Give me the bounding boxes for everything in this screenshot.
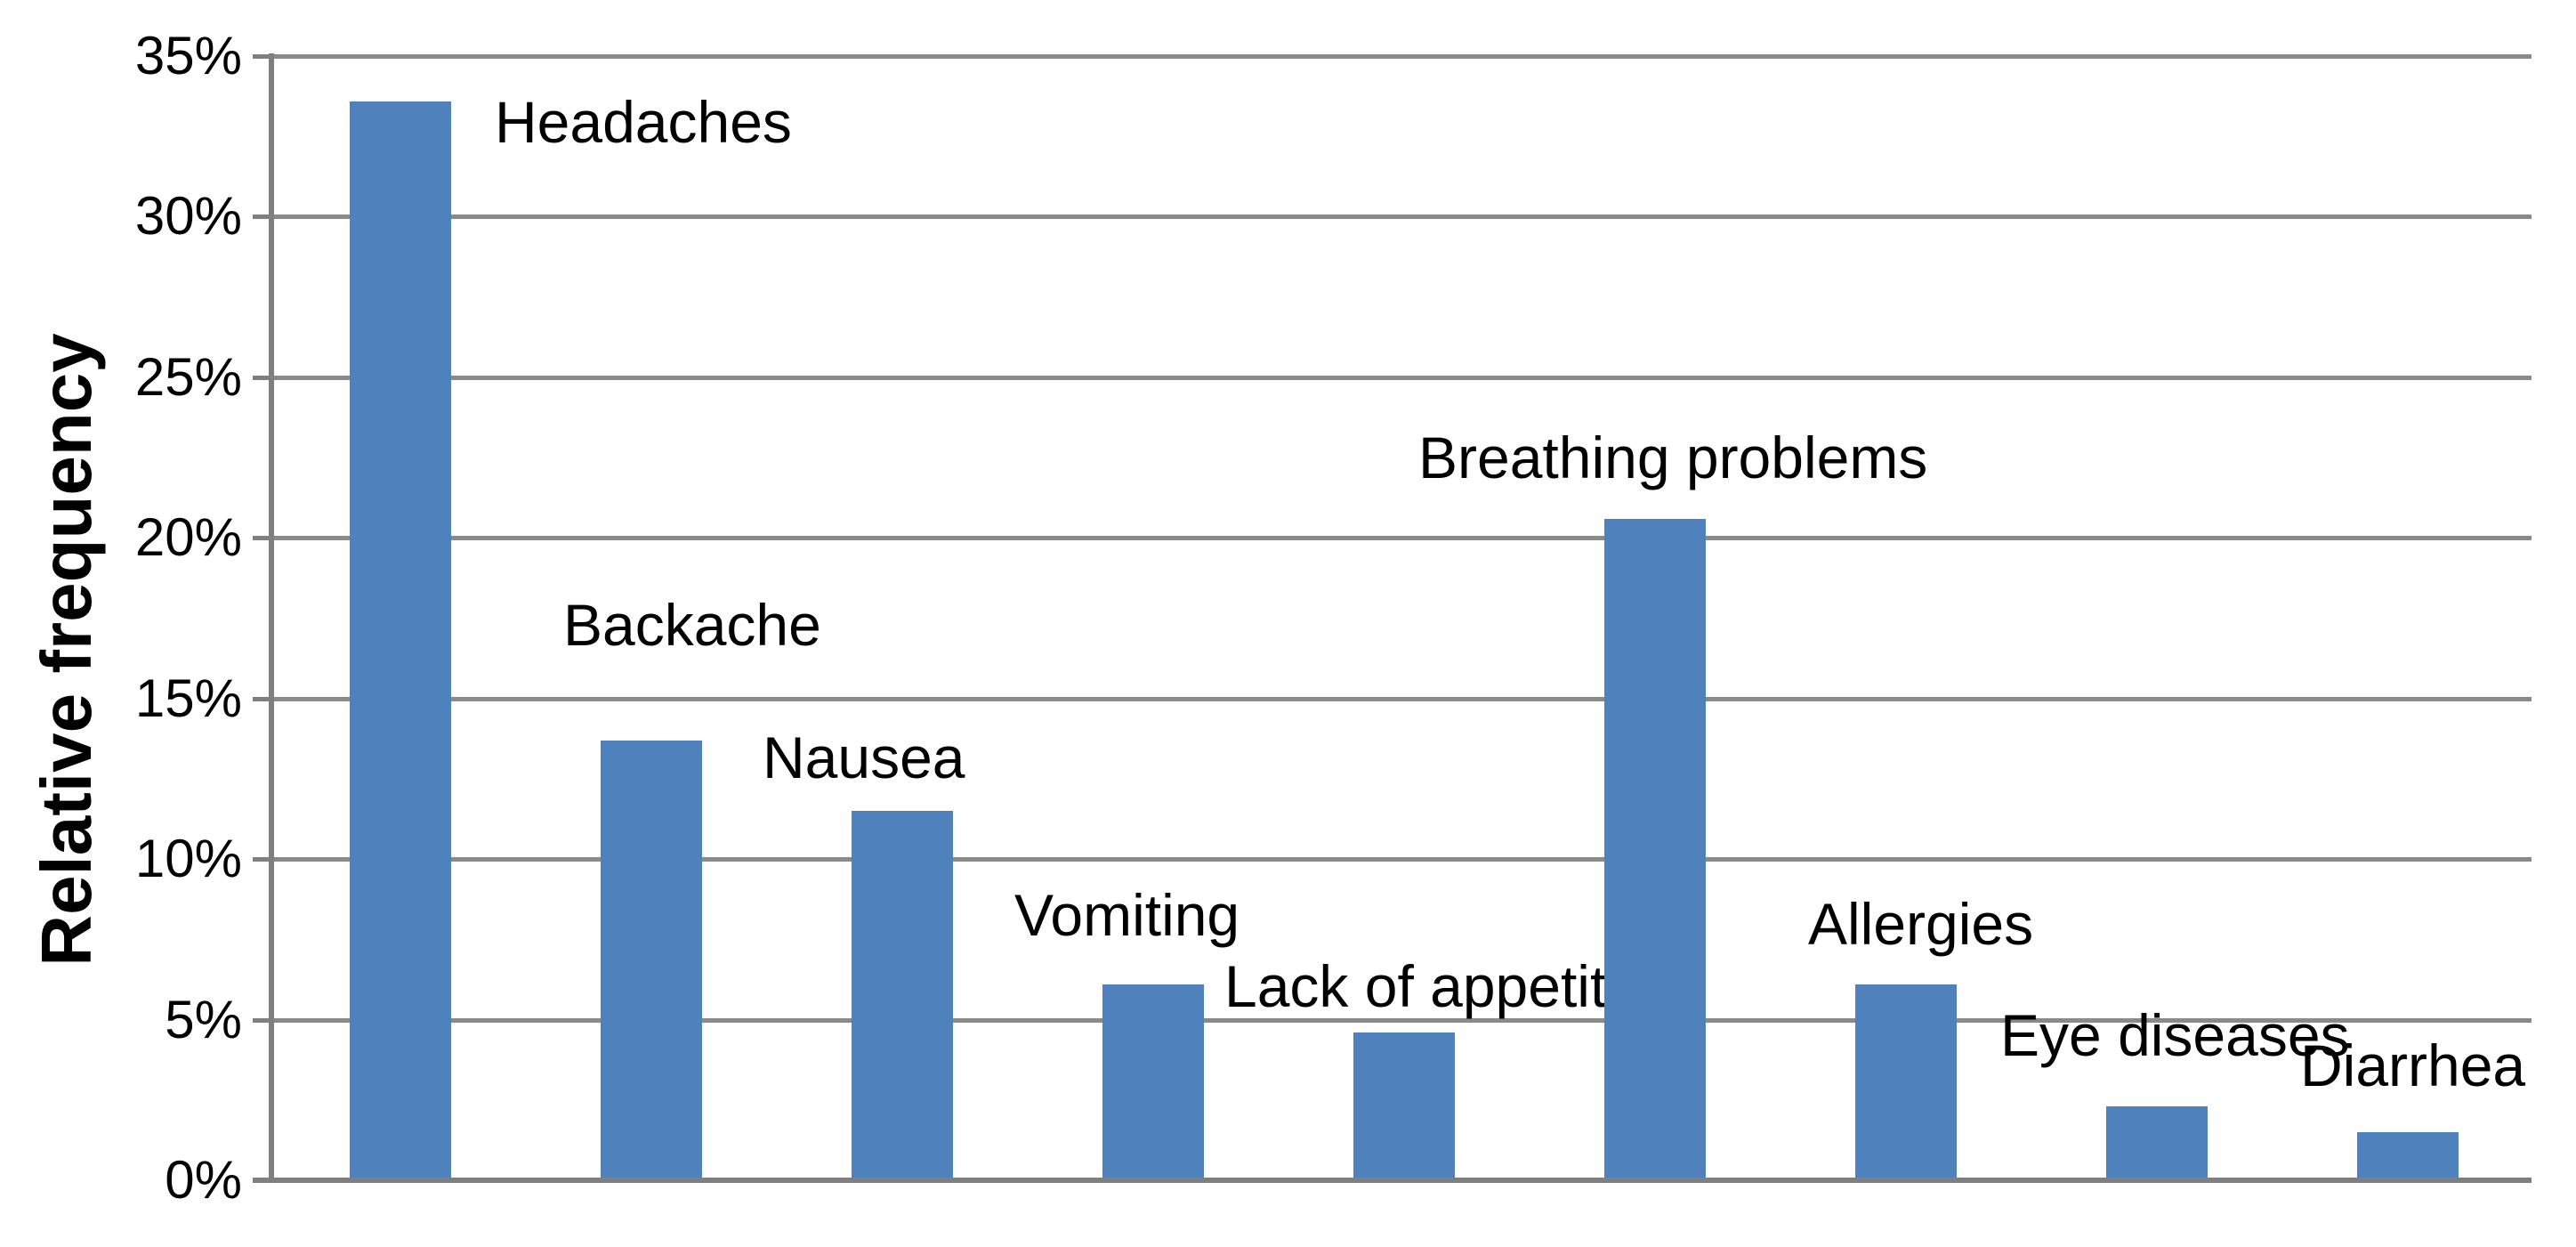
bar-label-vomiting: Vomiting xyxy=(1014,882,1240,948)
y-tick-25pct xyxy=(253,375,271,380)
gridline-15pct xyxy=(271,696,2532,701)
gridline-35pct xyxy=(271,54,2532,59)
y-tick-30pct xyxy=(253,215,271,220)
y-tick-5pct xyxy=(253,1017,271,1023)
bar-breathing-problems xyxy=(1604,518,1706,1178)
bar-allergies xyxy=(1855,984,1957,1178)
bar-label-diarrhea: Diarrhea xyxy=(2300,1032,2526,1098)
y-tick-label-5pct: 5% xyxy=(165,989,242,1049)
y-tick-label-30pct: 30% xyxy=(134,186,242,247)
gridline-5pct xyxy=(271,1017,2532,1023)
bar-eye-diseases xyxy=(2106,1106,2208,1178)
y-tick-0pct xyxy=(253,1178,271,1183)
bar-diarrhea xyxy=(2357,1131,2459,1178)
gridline-30pct xyxy=(271,215,2532,220)
bar-label-headaches: Headaches xyxy=(495,89,792,155)
y-axis-line xyxy=(269,53,274,1183)
gridline-25pct xyxy=(271,375,2532,380)
bar-label-allergies: Allergies xyxy=(1808,891,2034,957)
bar-headaches xyxy=(350,101,451,1178)
bar-nausea xyxy=(852,811,953,1178)
bar-backache xyxy=(601,740,702,1178)
y-tick-label-15pct: 15% xyxy=(134,668,242,728)
gridline-10pct xyxy=(271,857,2532,862)
x-axis-line xyxy=(253,1178,2532,1183)
gridline-20pct xyxy=(271,536,2532,541)
y-tick-10pct xyxy=(253,857,271,862)
y-tick-label-25pct: 25% xyxy=(134,346,242,407)
y-tick-label-20pct: 20% xyxy=(134,507,242,568)
bar-lack-of-appetite xyxy=(1353,1032,1455,1178)
y-tick-20pct xyxy=(253,536,271,541)
bar-label-breathing-problems: Breathing problems xyxy=(1418,425,1928,490)
bar-label-nausea: Nausea xyxy=(763,725,965,790)
bar-label-backache: Backache xyxy=(563,592,821,658)
bar-label-lack-of-appetite: Lack of appetite xyxy=(1224,953,1639,1019)
bar-vomiting xyxy=(1102,984,1204,1178)
y-tick-15pct xyxy=(253,696,271,701)
bar-label-eye-diseases: Eye diseases xyxy=(2000,1002,2350,1068)
y-tick-label-0pct: 0% xyxy=(165,1150,242,1210)
y-tick-label-10pct: 10% xyxy=(134,829,242,889)
y-tick-35pct xyxy=(253,54,271,59)
y-tick-label-35pct: 35% xyxy=(134,26,242,85)
